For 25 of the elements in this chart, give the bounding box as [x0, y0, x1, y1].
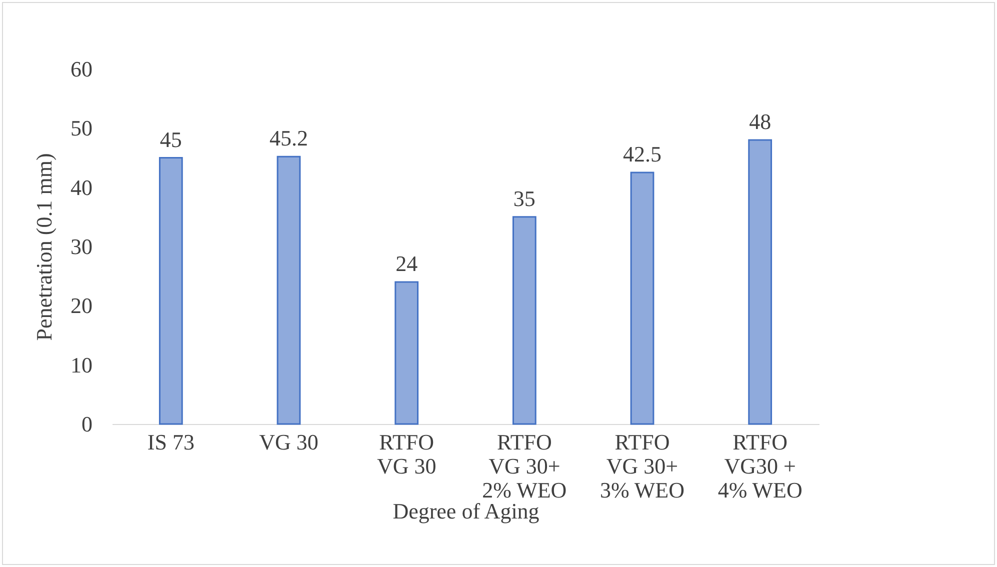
data-label: 45.2: [270, 126, 308, 151]
data-label: 35: [513, 186, 536, 211]
y-tick-label: 60: [70, 56, 92, 82]
x-tick-label: VG 30: [259, 430, 318, 454]
bar: [394, 281, 419, 425]
y-tick-label: 30: [70, 234, 92, 259]
bar: [276, 156, 301, 425]
y-tick-label: 40: [70, 174, 92, 200]
data-label: 24: [396, 251, 418, 276]
x-tick-label: IS 73: [147, 430, 194, 454]
bar: [748, 139, 772, 425]
data-label: 45: [160, 126, 182, 152]
data-label: 48: [749, 109, 772, 134]
y-tick-label: 0: [82, 412, 92, 436]
y-tick-label: 50: [70, 116, 92, 141]
y-tick-label: 10: [70, 352, 92, 378]
bar: [158, 157, 183, 425]
bar: [512, 216, 536, 425]
bar: [630, 172, 654, 425]
y-tick-label: 20: [70, 293, 92, 318]
data-label: 42.5: [623, 142, 662, 167]
y-axis-title: Penetration (0.1 mm): [32, 153, 56, 341]
x-tick-label: RTFO VG30 + 4% WEO: [718, 430, 802, 502]
x-tick-label: RTFO VG 30+ 3% WEO: [600, 430, 685, 502]
x-tick-label: RTFO VG 30: [376, 430, 436, 478]
